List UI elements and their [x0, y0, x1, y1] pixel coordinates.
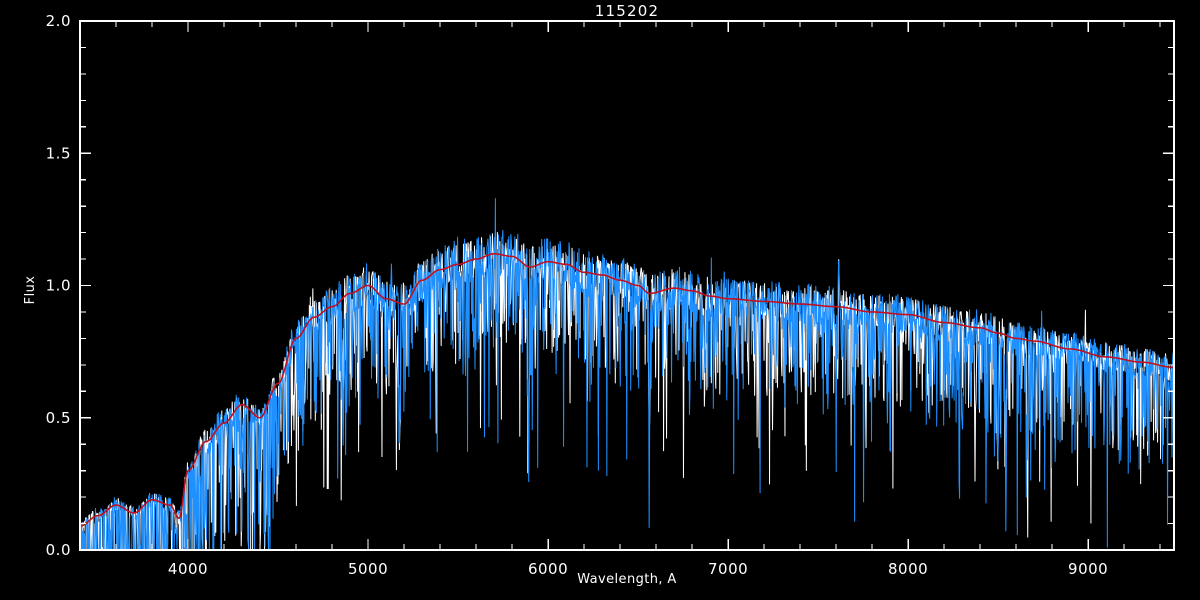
x-axis-title: Wavelength, A: [577, 572, 676, 587]
y-tick-label: 1.5: [46, 144, 71, 162]
y-tick-label: 1.0: [46, 277, 71, 295]
y-axis-title: Flux: [23, 276, 38, 305]
axis-ticks: [79, 20, 1174, 551]
x-tick-label: 8000: [888, 560, 928, 578]
x-axis-tick-labels: 4000 5000 6000 7000 8000 9000: [168, 560, 1108, 578]
x-tick-label: 7000: [708, 560, 748, 578]
x-tick-label: 5000: [348, 560, 388, 578]
y-tick-label: 2.0: [46, 12, 71, 30]
spectrum-trace-comparison-blue: [81, 198, 1173, 549]
x-tick-label: 9000: [1068, 560, 1108, 578]
spectrum-trace-continuum-red: [81, 252, 1173, 527]
y-axis-tick-labels: 0.0 0.5 1.0 1.5 2.0: [46, 12, 71, 559]
y-tick-label: 0.0: [46, 541, 71, 559]
x-tick-label: 4000: [168, 560, 208, 578]
y-tick-label: 0.5: [46, 409, 71, 427]
spectrum-series-group: [81, 198, 1173, 549]
plot-title: 115202: [595, 2, 659, 20]
x-tick-label: 6000: [528, 560, 568, 578]
